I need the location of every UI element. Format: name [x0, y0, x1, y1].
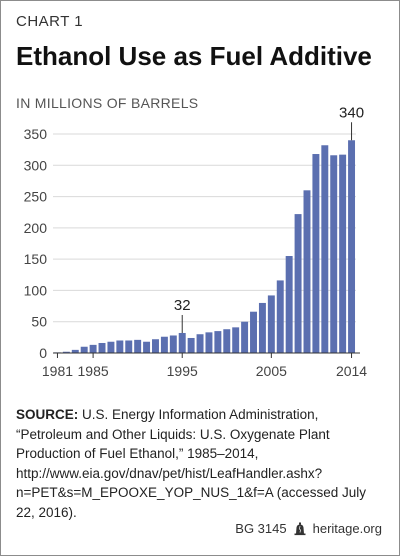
- x-tick-label: 1985: [78, 363, 109, 379]
- bar-1994: [169, 335, 177, 353]
- bar-1991: [143, 341, 151, 353]
- bar-2008: [294, 214, 302, 353]
- bar-2010: [312, 154, 320, 353]
- chart-number: CHART 1: [16, 13, 84, 30]
- bar-1989: [125, 340, 133, 353]
- bar-1999: [214, 331, 222, 353]
- bar-2009: [303, 190, 311, 353]
- bar-2001: [232, 327, 240, 353]
- bar-1982: [62, 351, 70, 353]
- bar-1993: [160, 336, 168, 353]
- bar-1984: [80, 346, 88, 353]
- y-tick-label: 250: [24, 189, 48, 205]
- x-tick-label: 1995: [167, 363, 198, 379]
- bar-1997: [196, 334, 204, 353]
- y-tick-label: 200: [24, 220, 48, 236]
- x-tick-label: 2014: [336, 363, 367, 379]
- y-tick-label: 100: [24, 282, 48, 298]
- x-tick-label: 1981: [42, 363, 73, 379]
- bar-1990: [134, 339, 142, 353]
- bar-2003: [250, 311, 257, 353]
- x-tick-label: 2005: [256, 363, 287, 379]
- bar-1996: [187, 337, 195, 353]
- footer: BG 3145 heritage.org: [235, 521, 382, 536]
- bar-chart: 0 50 100 150 200 250 300 350 1981 1985 1995 2005 201…: [24, 104, 368, 379]
- bar-1995: [178, 332, 186, 353]
- bar-2006: [276, 280, 284, 353]
- bar-1988: [116, 340, 124, 353]
- y-tick-label: 0: [39, 345, 47, 361]
- data-label-1995: 32: [174, 297, 191, 314]
- source-lead: SOURCE:: [16, 407, 79, 422]
- bar-2012: [330, 155, 338, 353]
- bar-1985: [89, 344, 97, 353]
- report-code: BG 3145: [235, 521, 287, 536]
- bar-1992: [152, 339, 159, 353]
- bar-2007: [285, 256, 293, 353]
- bar-2004: [258, 302, 266, 353]
- bar-1998: [205, 332, 213, 353]
- bar-2014: [348, 140, 356, 353]
- y-tick-label: 50: [31, 314, 47, 330]
- y-tick-label: 300: [24, 157, 48, 173]
- chart-title: Ethanol Use as Fuel Additive: [16, 41, 372, 71]
- y-tick-label: 150: [24, 251, 48, 267]
- bar-2013: [339, 154, 347, 353]
- bar-2011: [321, 145, 329, 353]
- bar-2002: [241, 321, 249, 353]
- y-axis-label: IN MILLIONS OF BARRELS: [16, 95, 199, 111]
- data-label-2014: 340: [339, 104, 364, 121]
- site-name: heritage.org: [312, 521, 382, 536]
- source-note: SOURCE: U.S. Energy Information Administ…: [16, 405, 386, 522]
- bar-1986: [98, 342, 106, 353]
- liberty-bell-icon: [294, 522, 306, 535]
- bar-1987: [107, 341, 115, 353]
- bar-2005: [267, 295, 275, 353]
- y-tick-label: 350: [24, 126, 48, 142]
- bar-1983: [71, 349, 79, 353]
- bar-2000: [223, 329, 231, 353]
- source-text: U.S. Energy Information Administration, …: [16, 407, 367, 520]
